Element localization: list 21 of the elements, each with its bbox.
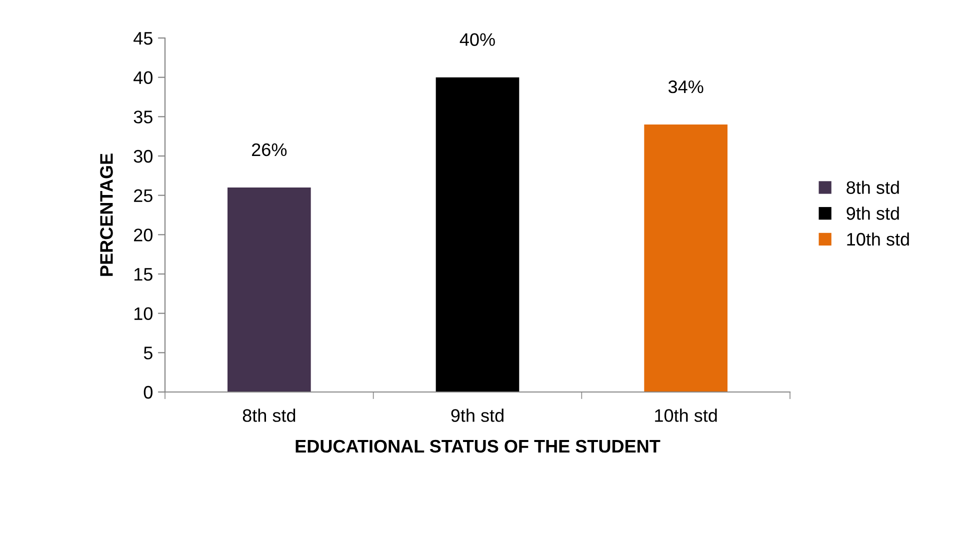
x-axis-title: EDUCATIONAL STATUS OF THE STUDENT — [296, 440, 660, 453]
y-tick-label: 35 — [134, 110, 152, 124]
y-axis-title: PERCENTAGE — [100, 154, 113, 276]
data-label: 40% — [460, 33, 495, 46]
y-tick-label: 40 — [134, 71, 152, 84]
y-tick-label: 10 — [134, 307, 152, 320]
x-tick-label: 10th std — [655, 408, 717, 422]
x-tick-label: 8th std — [242, 408, 296, 422]
y-tick-label: 30 — [134, 150, 152, 163]
legend-label: 8th std — [846, 180, 899, 194]
x-tick-label: 9th std — [451, 408, 504, 422]
y-tick-label: 25 — [134, 189, 152, 202]
data-label: 26% — [252, 143, 287, 156]
y-tick-label: 5 — [144, 346, 152, 360]
y-tick-label: 0 — [144, 386, 152, 399]
legend-label: 9th std — [846, 206, 899, 220]
y-tick-label: 15 — [134, 268, 152, 281]
y-tick-label: 20 — [134, 228, 152, 242]
y-tick-label: 45 — [134, 32, 152, 45]
legend-label: 10th std — [847, 232, 909, 246]
data-label: 34% — [668, 80, 704, 94]
